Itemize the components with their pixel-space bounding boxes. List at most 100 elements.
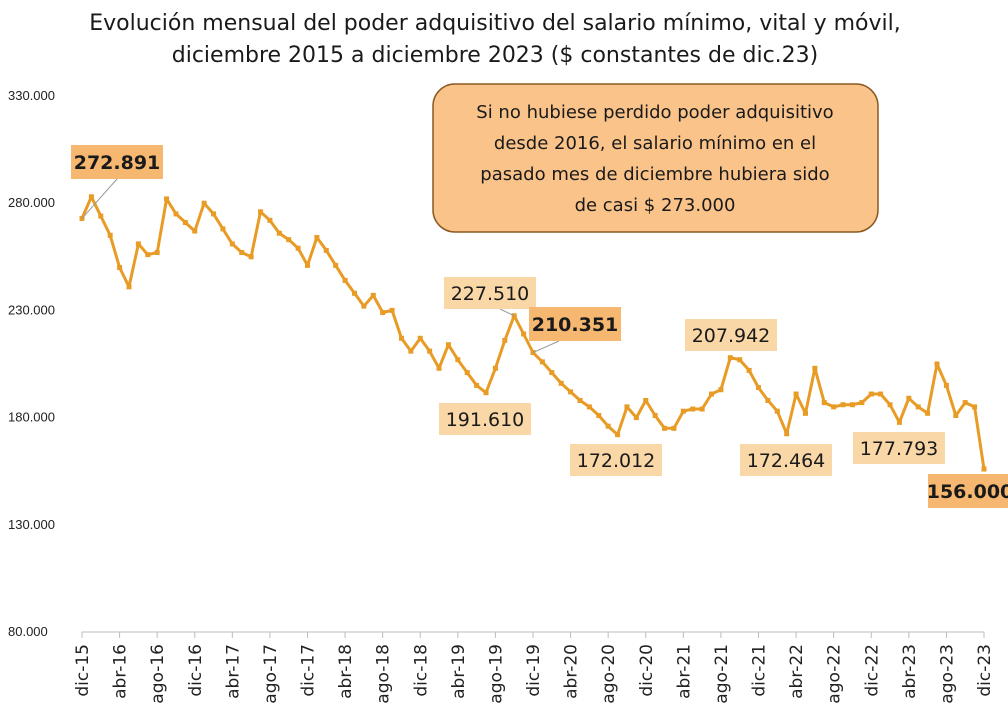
annotation-272.891: 272.891 <box>71 145 163 219</box>
data-point <box>314 235 320 241</box>
data-point <box>483 390 489 396</box>
annotation-label: 227.510 <box>451 283 530 305</box>
annotation-box <box>71 145 163 179</box>
callout-line: pasado mes de diciembre hubiera sido <box>480 164 829 185</box>
x-tick-label: ago-17 <box>261 644 281 704</box>
x-tick-label: ago-18 <box>374 644 394 704</box>
data-point <box>267 217 273 223</box>
data-point <box>145 252 151 258</box>
x-axis: dic-15 abr-16 ago-16 dic-16 abr-17 ago-17 dic-… <box>73 631 995 704</box>
data-point <box>878 391 884 397</box>
data-point <box>953 412 959 418</box>
data-point <box>135 241 141 247</box>
data-point <box>793 391 799 397</box>
annotation-box <box>740 444 832 476</box>
x-tick-label: dic-22 <box>862 644 882 697</box>
x-tick-label: ago-16 <box>148 644 168 704</box>
data-point <box>831 404 837 410</box>
data-point <box>643 397 649 403</box>
data-point <box>492 365 498 371</box>
x-tick-label: abr-19 <box>449 644 469 699</box>
data-point <box>98 213 104 219</box>
data-point <box>568 389 574 395</box>
leader-line <box>81 178 118 219</box>
data-point <box>258 209 264 215</box>
x-tick-label: abr-18 <box>336 644 356 699</box>
annotation-172.464: 172.464 <box>740 444 832 476</box>
data-point <box>821 400 827 406</box>
annotation-label: 272.891 <box>74 152 161 174</box>
data-point <box>671 425 677 431</box>
leader-line <box>532 340 560 353</box>
data-point <box>934 361 940 367</box>
data-point <box>906 395 912 401</box>
data-point <box>117 265 123 271</box>
callout-line: Si no hubiese perdido poder adquisitivo <box>476 102 833 123</box>
data-point <box>539 359 545 365</box>
data-point <box>718 387 724 393</box>
data-point <box>624 404 630 410</box>
data-point <box>464 370 470 376</box>
annotation-box <box>439 403 531 435</box>
annotation-label: 210.351 <box>532 314 619 336</box>
data-point <box>182 219 188 225</box>
x-tick-label: dic-17 <box>299 644 319 697</box>
y-tick-label: 330.000 <box>8 88 55 103</box>
data-point <box>417 335 423 341</box>
data-point <box>333 262 339 268</box>
data-point <box>972 404 978 410</box>
data-point <box>88 194 94 200</box>
x-tick-label: ago-21 <box>712 644 732 704</box>
data-point <box>107 232 113 238</box>
data-point <box>248 254 254 260</box>
x-tick-label: dic-18 <box>411 644 431 697</box>
annotation-label: 156.000 <box>927 481 1008 503</box>
data-point <box>511 313 517 319</box>
annotation-210.351: 210.351 <box>529 307 621 353</box>
annotation-191.610: 191.610 <box>439 403 531 435</box>
data-point <box>220 226 226 232</box>
data-point <box>408 348 414 354</box>
data-point <box>126 284 132 290</box>
data-point <box>737 357 743 363</box>
data-point <box>662 425 668 431</box>
data-point <box>342 277 348 283</box>
annotation-box <box>928 474 1008 508</box>
data-point <box>502 337 508 343</box>
annotation-label: 177.793 <box>860 438 939 460</box>
data-point <box>192 228 198 234</box>
data-point <box>887 402 893 408</box>
data-point <box>840 402 846 408</box>
data-point <box>727 355 733 361</box>
annotation-label: 172.012 <box>577 450 656 472</box>
y-tick-label: 230.000 <box>8 302 55 317</box>
x-tick-label: abr-17 <box>223 644 243 699</box>
annotation-box <box>853 432 945 464</box>
data-point <box>596 412 602 418</box>
data-point <box>276 230 282 236</box>
x-tick-label: abr-22 <box>787 644 807 699</box>
data-point <box>849 402 855 408</box>
data-point <box>558 380 564 386</box>
data-point <box>915 404 921 410</box>
y-tick-label: 280.000 <box>8 195 55 210</box>
data-point <box>981 466 987 472</box>
data-point <box>351 290 357 296</box>
data-point <box>784 431 790 437</box>
data-point <box>699 406 705 412</box>
x-tick-label: dic-21 <box>750 644 770 697</box>
data-point <box>474 382 480 388</box>
x-tick-label: dic-16 <box>186 644 206 697</box>
data-point <box>680 408 686 414</box>
data-point <box>746 367 752 373</box>
data-point <box>436 365 442 371</box>
annotation-label: 207.942 <box>692 325 771 347</box>
callout-box: Si no hubiese perdido poder adquisitivo d… <box>432 83 879 233</box>
data-point <box>943 382 949 388</box>
data-point <box>295 245 301 251</box>
data-point <box>577 397 583 403</box>
data-point <box>615 432 621 438</box>
x-tick-label: ago-20 <box>599 644 619 704</box>
